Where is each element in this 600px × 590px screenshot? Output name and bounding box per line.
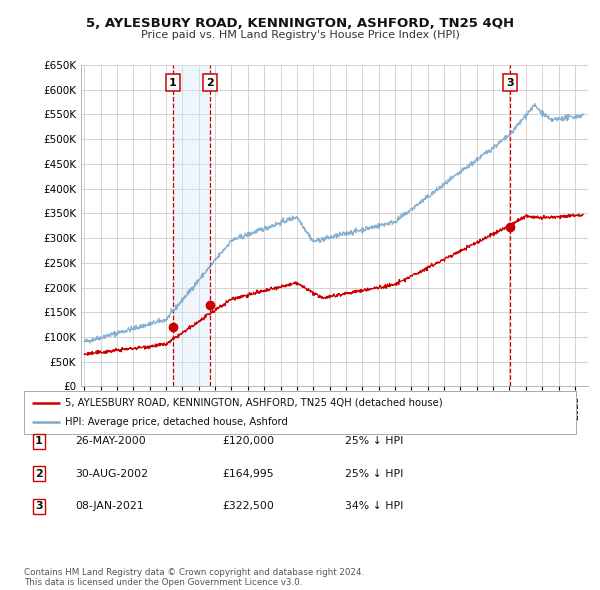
Text: HPI: Average price, detached house, Ashford: HPI: Average price, detached house, Ashf… (65, 417, 288, 427)
Text: 1: 1 (35, 437, 43, 446)
Text: 3: 3 (35, 502, 43, 511)
Text: 3: 3 (506, 78, 514, 87)
Text: 34% ↓ HPI: 34% ↓ HPI (345, 502, 403, 511)
Bar (173, 65, 209, 386)
Text: 2: 2 (35, 469, 43, 478)
Text: 08-JAN-2021: 08-JAN-2021 (75, 502, 143, 511)
Text: 2: 2 (206, 78, 214, 87)
Text: 25% ↓ HPI: 25% ↓ HPI (345, 469, 403, 478)
Text: 26-MAY-2000: 26-MAY-2000 (75, 437, 146, 446)
Text: 5, AYLESBURY ROAD, KENNINGTON, ASHFORD, TN25 4QH (detached house): 5, AYLESBURY ROAD, KENNINGTON, ASHFORD, … (65, 398, 443, 408)
Text: 5, AYLESBURY ROAD, KENNINGTON, ASHFORD, TN25 4QH: 5, AYLESBURY ROAD, KENNINGTON, ASHFORD, … (86, 17, 514, 30)
Text: Price paid vs. HM Land Registry's House Price Index (HPI): Price paid vs. HM Land Registry's House … (140, 30, 460, 40)
Text: £322,500: £322,500 (222, 502, 274, 511)
Text: 25% ↓ HPI: 25% ↓ HPI (345, 437, 403, 446)
Text: 30-AUG-2002: 30-AUG-2002 (75, 469, 148, 478)
Text: Contains HM Land Registry data © Crown copyright and database right 2024.
This d: Contains HM Land Registry data © Crown c… (24, 568, 364, 587)
Text: £120,000: £120,000 (222, 437, 274, 446)
Text: 1: 1 (169, 78, 176, 87)
Text: £164,995: £164,995 (222, 469, 274, 478)
